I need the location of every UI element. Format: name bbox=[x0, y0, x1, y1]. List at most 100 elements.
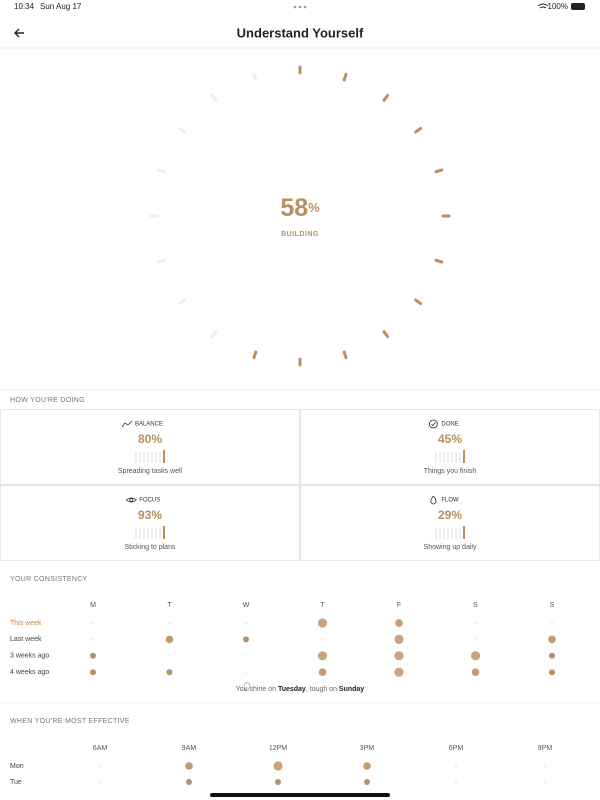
status-battery: 100% bbox=[548, 2, 568, 11]
mini-bar bbox=[443, 452, 445, 463]
consistency-note: You shine on Tuesday, tough on Sunday bbox=[236, 686, 365, 693]
note-text: You shine on bbox=[236, 686, 278, 693]
gauge-tick bbox=[382, 93, 390, 102]
activity-dot bbox=[166, 669, 173, 676]
wifi-icon bbox=[537, 3, 549, 9]
column-label: 6AM bbox=[93, 745, 108, 752]
home-indicator bbox=[210, 793, 390, 797]
activity-dot bbox=[317, 618, 328, 628]
activity-dot bbox=[318, 668, 327, 676]
status-dots bbox=[293, 5, 307, 9]
activity-dot bbox=[394, 667, 404, 677]
activity-dot bbox=[550, 621, 554, 625]
mini-bar bbox=[463, 450, 465, 463]
card-icon bbox=[126, 497, 137, 503]
activity-dot bbox=[549, 669, 555, 676]
mini-bar bbox=[151, 528, 153, 539]
mini-bar bbox=[135, 528, 137, 539]
mini-bar bbox=[459, 452, 461, 463]
column-label: T bbox=[167, 602, 172, 609]
activity-dot bbox=[317, 651, 328, 661]
activity-dot bbox=[395, 619, 403, 627]
gauge-tick bbox=[210, 93, 218, 102]
card-value: 29% bbox=[438, 508, 462, 522]
mini-bar bbox=[139, 452, 141, 463]
activity-dot bbox=[273, 761, 283, 771]
card-caption: Sticking to plans bbox=[125, 544, 176, 551]
mini-bar bbox=[443, 528, 445, 539]
activity-dot bbox=[91, 638, 95, 641]
bulb-icon bbox=[243, 682, 251, 691]
mini-bar bbox=[455, 528, 457, 539]
mini-bar bbox=[147, 452, 149, 463]
row-label: 4 weeks ago bbox=[10, 669, 49, 676]
card-icon bbox=[428, 419, 438, 429]
activity-dot bbox=[364, 779, 370, 785]
row-label: Mon bbox=[10, 763, 24, 770]
activity-dot bbox=[186, 779, 192, 785]
activity-dot bbox=[243, 636, 249, 643]
card-caption: Showing up daily bbox=[424, 544, 477, 551]
section-title: WHEN YOU'RE MOST EFFECTIVE bbox=[10, 718, 130, 725]
activity-dot bbox=[185, 762, 193, 770]
activity-dot bbox=[275, 779, 281, 785]
mini-bar bbox=[155, 452, 157, 463]
note-text: , tough on bbox=[306, 686, 339, 693]
activity-dot bbox=[98, 764, 102, 768]
gauge-tick bbox=[414, 298, 423, 306]
column-label: 9PM bbox=[538, 745, 553, 752]
activity-dot bbox=[168, 621, 171, 625]
mini-bar bbox=[455, 452, 457, 463]
mini-bar bbox=[463, 526, 465, 539]
activity-dot bbox=[474, 621, 477, 625]
activity-dot bbox=[394, 634, 404, 645]
mini-bar bbox=[147, 528, 149, 539]
stat-card bbox=[300, 409, 600, 485]
row-label: Last week bbox=[10, 636, 42, 643]
mini-bar bbox=[447, 528, 449, 539]
score-text: 58% bbox=[280, 194, 320, 222]
stat-card bbox=[300, 485, 600, 561]
activity-dot bbox=[470, 651, 481, 661]
gauge-tick bbox=[156, 168, 166, 174]
mini-bar bbox=[451, 528, 453, 539]
activity-dot bbox=[90, 669, 96, 676]
card-label: FLOW bbox=[441, 498, 459, 504]
activity-dot bbox=[543, 780, 547, 784]
activity-dot bbox=[98, 780, 102, 784]
stat-card bbox=[0, 409, 300, 485]
column-label: 6PM bbox=[449, 745, 464, 752]
stat-card bbox=[0, 485, 300, 561]
activity-dot bbox=[321, 638, 324, 641]
gauge-tick bbox=[252, 72, 258, 82]
score-label: BUILDING bbox=[281, 231, 319, 238]
score-unit: % bbox=[308, 200, 320, 215]
gauge-tick bbox=[177, 298, 186, 306]
back-button[interactable] bbox=[14, 28, 24, 38]
mini-bar bbox=[163, 526, 165, 539]
mini-bar bbox=[135, 452, 137, 463]
mini-bar bbox=[143, 452, 145, 463]
mini-bar bbox=[435, 528, 437, 539]
card-caption: Things you finish bbox=[424, 468, 477, 475]
gauge-tick bbox=[414, 126, 423, 134]
activity-dot bbox=[474, 638, 477, 641]
mini-bar bbox=[451, 452, 453, 463]
column-label: S bbox=[473, 602, 478, 609]
section-title: YOUR CONSISTENCY bbox=[10, 576, 88, 583]
card-label: FOCUS bbox=[139, 498, 160, 504]
column-label: S bbox=[550, 602, 555, 609]
mini-bar bbox=[143, 528, 145, 539]
column-label: 3PM bbox=[360, 745, 375, 752]
section-title: HOW YOU'RE DOING bbox=[10, 397, 85, 404]
gauge-tick bbox=[252, 350, 258, 360]
mini-bar bbox=[151, 452, 153, 463]
gauge-tick bbox=[434, 168, 444, 174]
card-value: 80% bbox=[138, 432, 162, 446]
activity-dot bbox=[90, 652, 96, 659]
card-label: DONE bbox=[441, 422, 458, 428]
column-label: F bbox=[397, 602, 401, 609]
gauge-tick bbox=[342, 350, 348, 360]
note-worst-day: Sunday bbox=[339, 686, 364, 693]
